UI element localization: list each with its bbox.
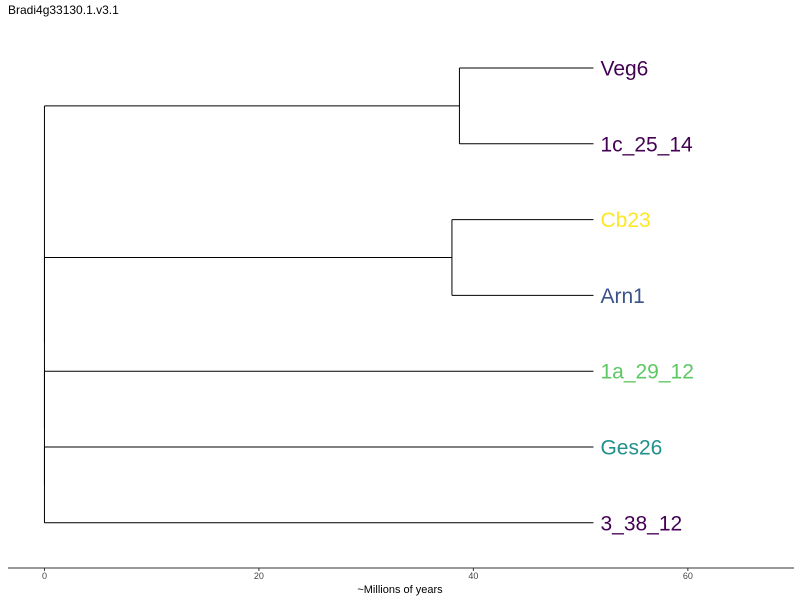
tip-label: Veg6 — [600, 58, 648, 81]
x-tick-label: 60 — [683, 571, 693, 581]
page-title: Bradi4g33130.1.v3.1 — [8, 3, 119, 17]
x-tick-label: 20 — [254, 571, 264, 581]
x-tick-label: 0 — [42, 571, 47, 581]
tip-label: Arn1 — [600, 285, 644, 308]
tip-label: 1c_25_14 — [600, 133, 693, 156]
tip-label: 3_38_12 — [600, 512, 682, 535]
x-tick-label: 40 — [468, 571, 478, 581]
x-axis-title: ~Millions of years — [357, 584, 443, 596]
tip-label: Cb23 — [600, 209, 650, 232]
tip-label: 1a_29_12 — [600, 361, 693, 384]
x-axis-ticks: 0 20 40 60 — [42, 568, 693, 581]
tip-label: Ges26 — [600, 437, 662, 460]
tip-labels: Veg6 1c_25_14 Cb23 Arn1 1a_29_12 Ges26 3_38_12 — [600, 58, 693, 536]
x-axis: 0 20 40 60 ~Millions of years — [8, 567, 794, 596]
tree-branches — [43, 67, 594, 524]
